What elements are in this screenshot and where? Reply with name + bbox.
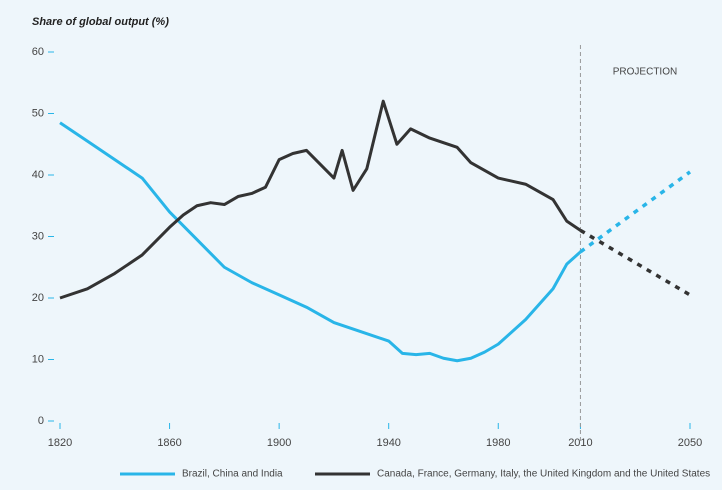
x-tick-label: 2050 — [678, 437, 702, 449]
x-tick-label: 1860 — [157, 437, 181, 449]
y-tick-label: 60 — [32, 46, 44, 58]
y-tick-label: 10 — [32, 353, 44, 365]
chart: Share of global output (%) PROJECTION 01… — [0, 0, 722, 490]
y-tick-label: 30 — [32, 230, 44, 242]
y-tick-label: 40 — [32, 169, 44, 181]
chart-title: Share of global output (%) — [32, 16, 169, 28]
x-tick-label: 1820 — [48, 437, 72, 449]
y-tick-label: 50 — [32, 107, 44, 119]
y-tick-label: 0 — [38, 415, 44, 427]
x-tick-label: 1940 — [376, 437, 400, 449]
legend-label: Brazil, China and India — [182, 469, 283, 480]
x-tick-label: 1900 — [267, 437, 291, 449]
annotation: PROJECTION — [613, 67, 677, 78]
legend-label: Canada, France, Germany, Italy, the Unit… — [377, 469, 710, 480]
y-tick-label: 20 — [32, 292, 44, 304]
x-tick-label: 1980 — [486, 437, 510, 449]
